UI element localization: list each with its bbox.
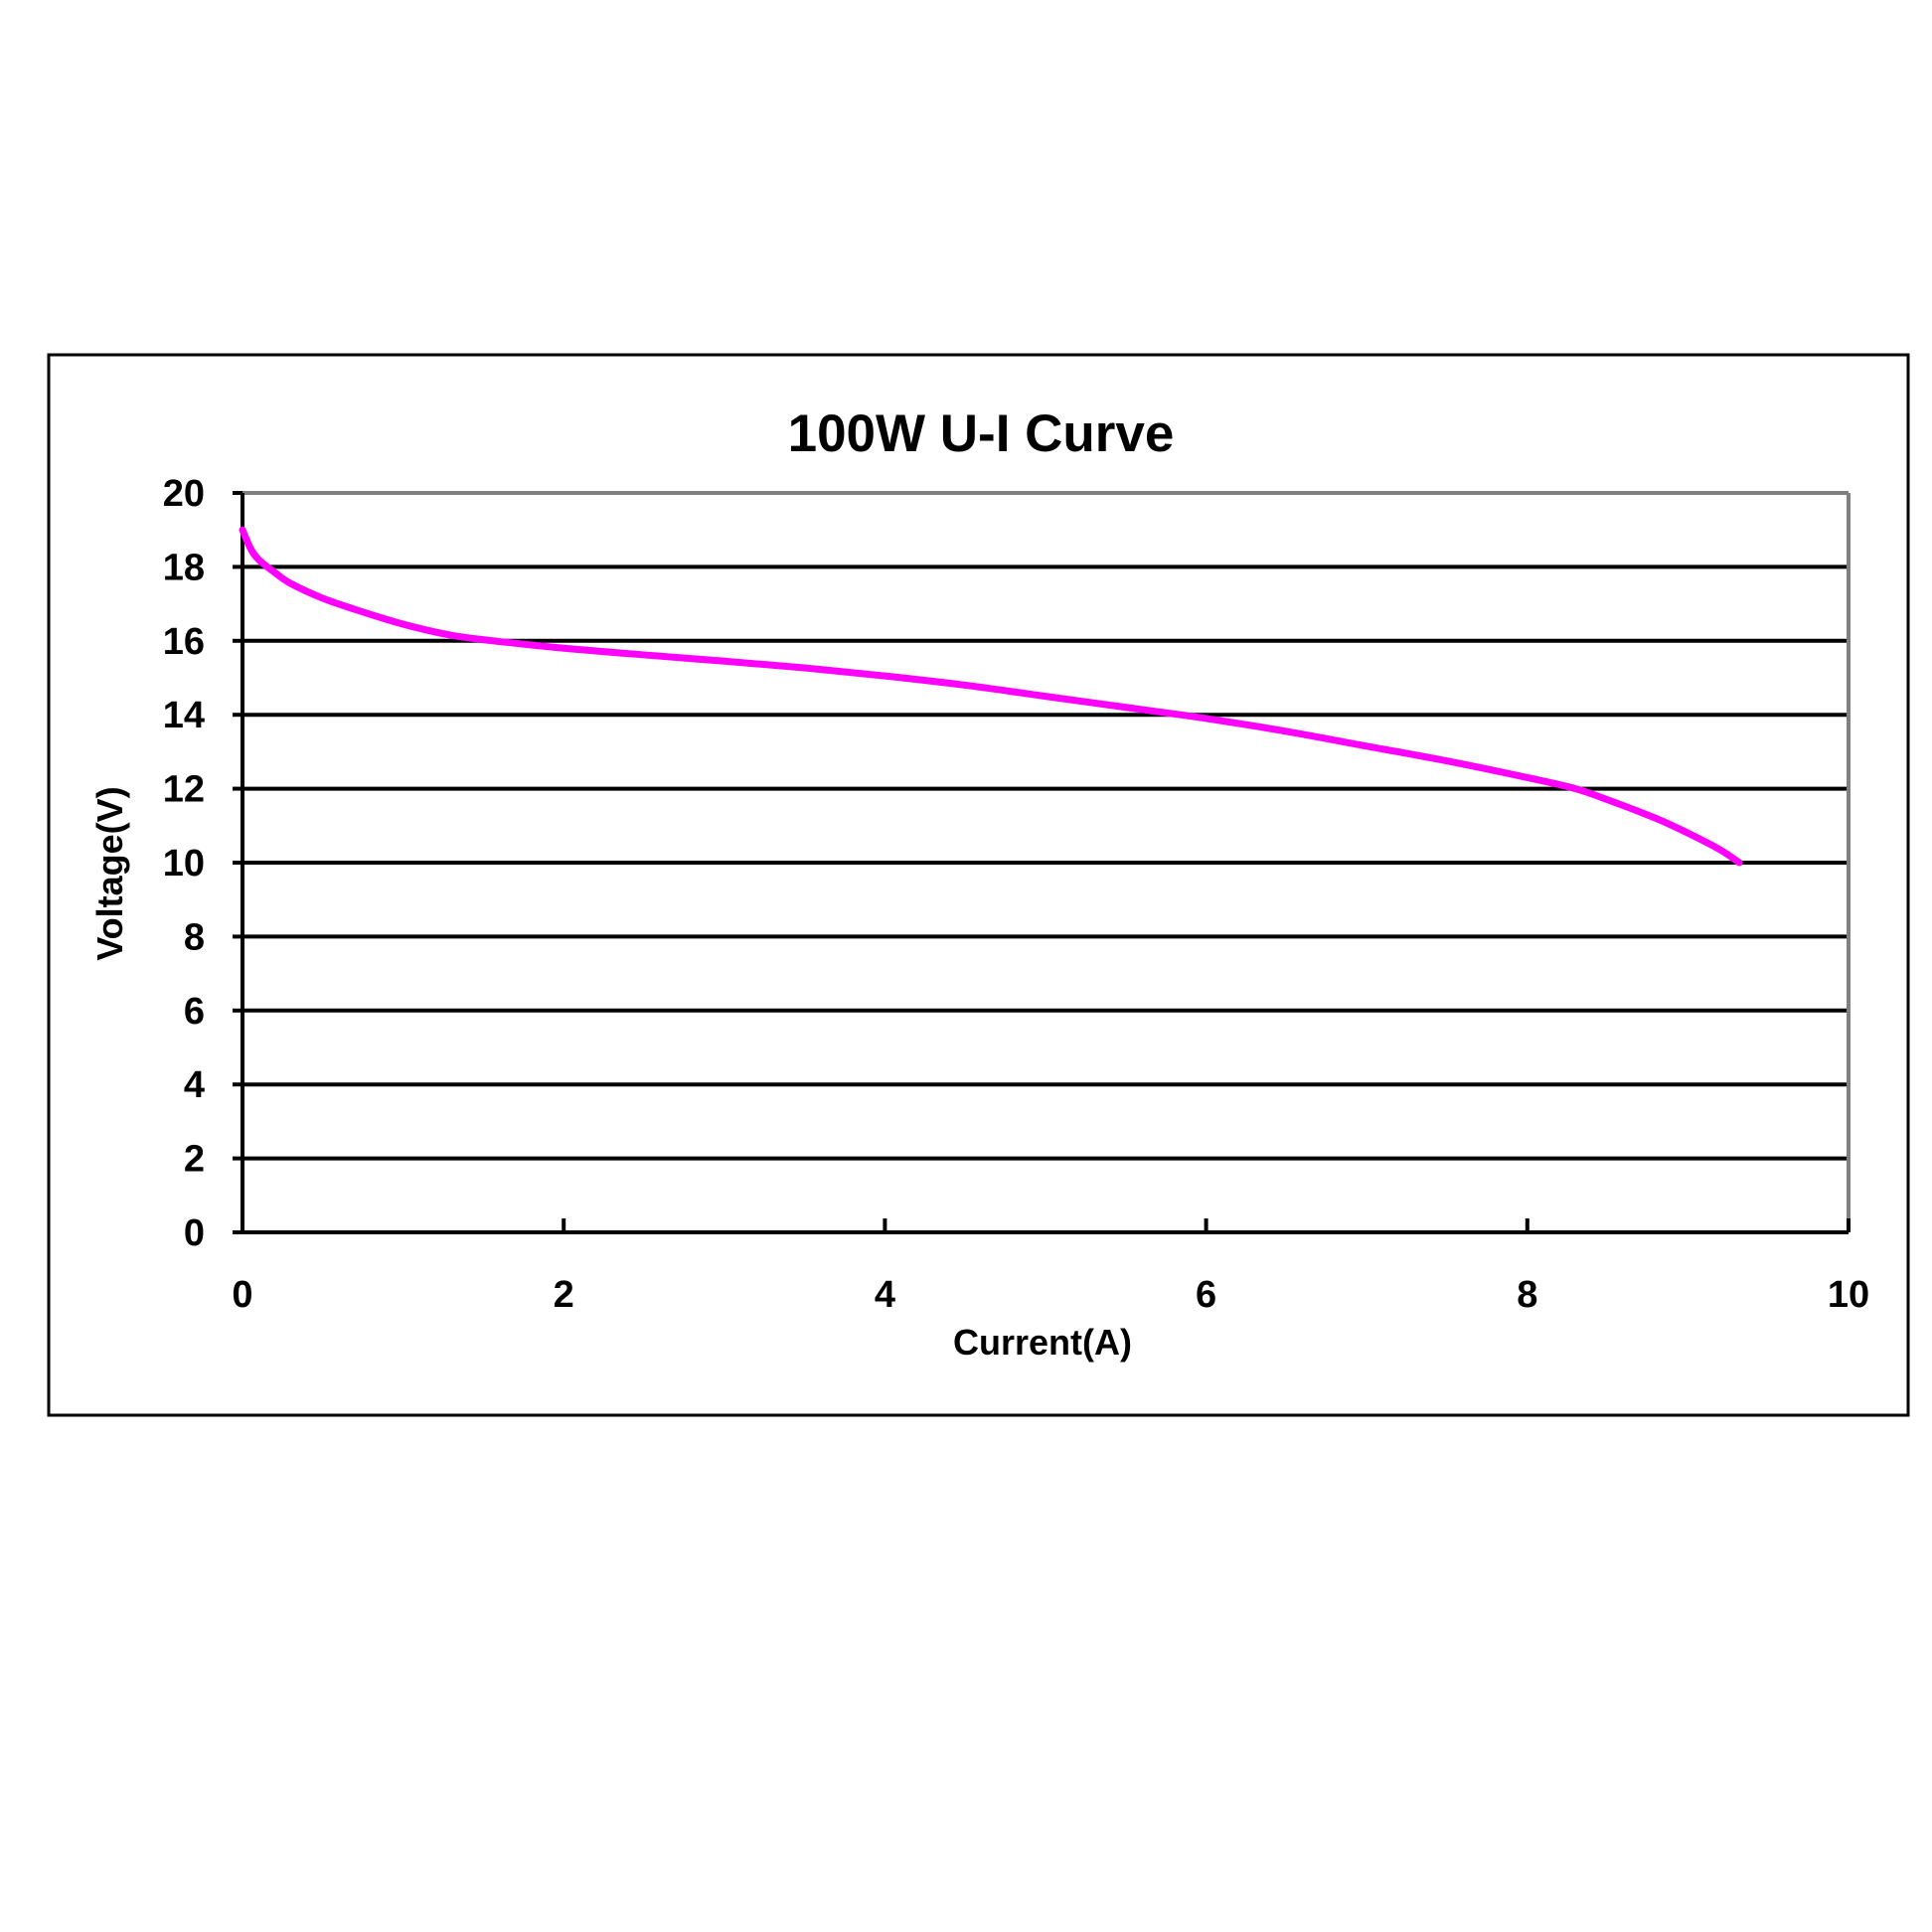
y-tick-label-4: 4: [184, 1064, 205, 1106]
y-tick-labels: 0 2 4 6 8 10 12 14 16 18 20: [163, 473, 205, 1254]
y-tick-label-14: 14: [163, 695, 205, 736]
y-tick-label-6: 6: [184, 991, 205, 1033]
y-tick-label-2: 2: [184, 1139, 205, 1181]
x-tick-label-4: 4: [875, 1274, 895, 1316]
x-tick-label-2: 2: [554, 1274, 574, 1316]
x-tick-labels: 0 2 4 6 8 10: [232, 1274, 1869, 1316]
plot-border: [242, 491, 1851, 1232]
x-axis-label: Current(A): [953, 1322, 1132, 1363]
x-tick-label-8: 8: [1517, 1274, 1537, 1316]
axes: [233, 491, 1851, 1234]
y-tick-label-10: 10: [163, 843, 205, 885]
chart-frame: [47, 353, 1910, 1417]
series-line-0: [239, 526, 1743, 867]
y-tick-label-20: 20: [163, 473, 205, 515]
y-tick-label-12: 12: [163, 769, 205, 811]
y-axis-label: Voltage(V): [89, 786, 130, 960]
y-tick-label-18: 18: [163, 547, 205, 588]
y-tick-label-8: 8: [184, 916, 205, 958]
y-tick-label-16: 16: [163, 621, 205, 663]
series-layer: [239, 526, 1743, 867]
x-tick-label-10: 10: [1828, 1274, 1869, 1316]
chart-title: 100W U-I Curve: [788, 404, 1175, 463]
y-tick-label-0: 0: [184, 1212, 205, 1254]
x-tick-label-0: 0: [232, 1274, 252, 1316]
x-tick-label-6: 6: [1196, 1274, 1216, 1316]
